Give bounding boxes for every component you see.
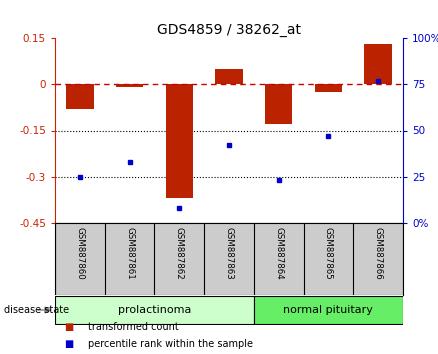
Bar [55,296,254,324]
Text: disease state: disease state [4,305,70,315]
Text: GSM887864: GSM887864 [274,227,283,279]
Text: ■: ■ [64,339,73,349]
Text: transformed count: transformed count [88,322,179,332]
Text: GSM887866: GSM887866 [374,227,383,279]
Bar [265,84,293,124]
Bar [254,296,403,324]
Bar [116,84,143,87]
Bar [166,84,193,198]
Text: ■: ■ [64,322,73,332]
Text: GSM887860: GSM887860 [75,227,85,279]
Bar [66,84,94,109]
Bar [315,84,342,92]
Text: GSM887863: GSM887863 [225,227,233,279]
Bar [215,69,243,84]
Text: normal pituitary: normal pituitary [283,305,373,315]
Text: GSM887861: GSM887861 [125,227,134,279]
Text: GSM887862: GSM887862 [175,227,184,279]
Title: GDS4859 / 38262_at: GDS4859 / 38262_at [157,23,301,37]
Text: GSM887865: GSM887865 [324,227,333,279]
Bar [364,44,392,84]
Text: percentile rank within the sample: percentile rank within the sample [88,339,253,349]
Text: prolactinoma: prolactinoma [118,305,191,315]
